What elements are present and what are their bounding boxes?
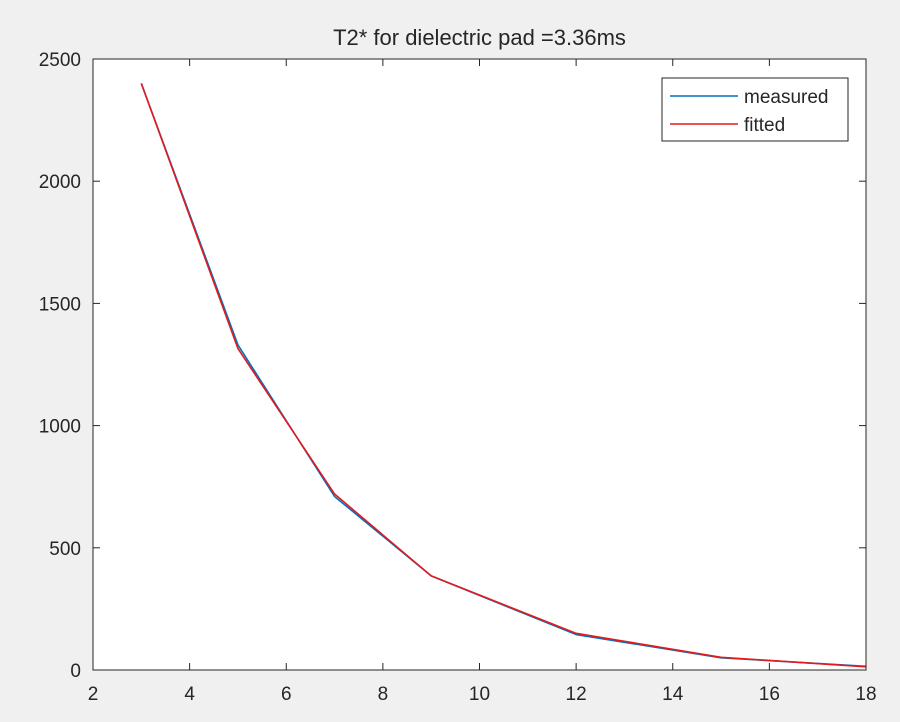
x-tick-label: 16: [759, 684, 780, 705]
y-tick-label: 1500: [39, 294, 81, 315]
legend: measured fitted: [661, 77, 849, 142]
x-tick-label: 12: [566, 684, 587, 705]
x-tick-label: 8: [378, 684, 389, 705]
y-tick-label: 2000: [39, 172, 81, 193]
x-tick-label: 2: [88, 684, 99, 705]
ticks-layer: 2 4 6 8 10 12 14 16 18 0 500 1000 1500 2000 2500: [39, 50, 877, 705]
x-tick-label: 6: [281, 684, 292, 705]
legend-box: [661, 77, 849, 142]
legend-label-fitted: fitted: [744, 115, 785, 136]
plot-area: [93, 59, 866, 670]
y-tick-label: 500: [49, 539, 81, 560]
series-line-fitted: [140, 83, 867, 668]
series-layer: [140, 83, 867, 668]
chart-title: T2* for dielectric pad =3.36ms: [333, 25, 626, 50]
x-tick-label: 4: [184, 684, 195, 705]
x-tick-label: 14: [662, 684, 684, 705]
y-tick-label: 1000: [39, 417, 81, 438]
y-tick-label: 2500: [39, 50, 81, 71]
y-tick-label: 0: [70, 661, 81, 682]
legend-label-measured: measured: [744, 87, 829, 108]
x-tick-label: 10: [469, 684, 490, 705]
x-tick-label: 18: [855, 684, 876, 705]
